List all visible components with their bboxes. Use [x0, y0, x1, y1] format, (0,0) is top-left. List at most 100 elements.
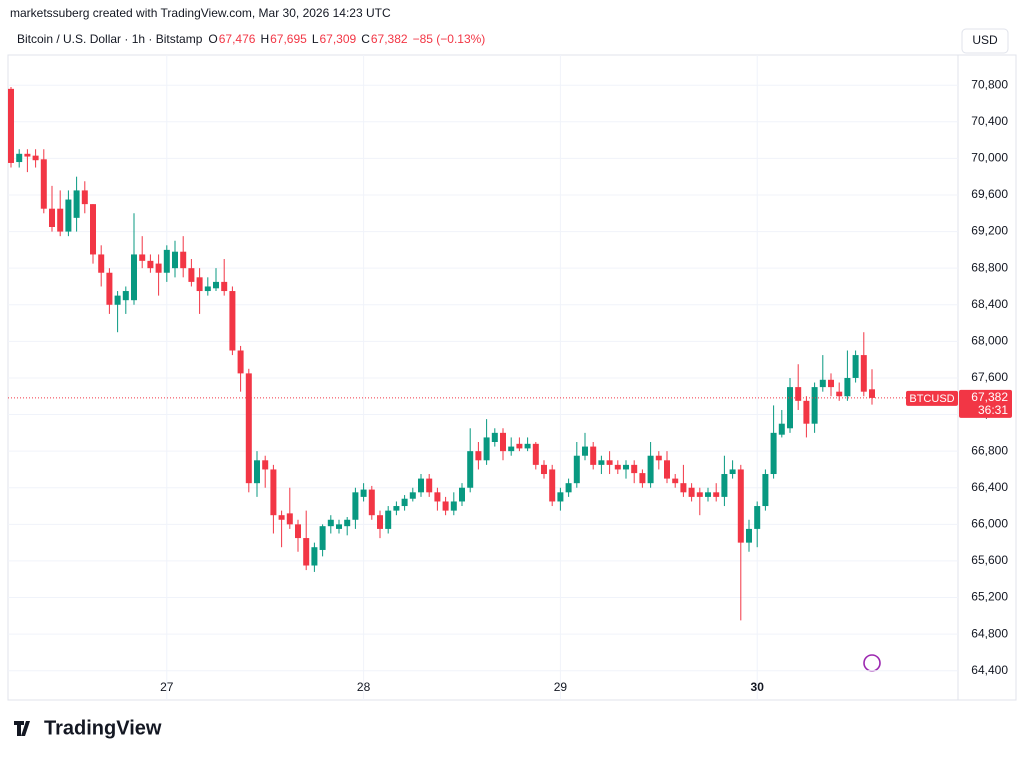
y-tick-label: 64,800	[971, 626, 1008, 640]
legend-label: C	[361, 32, 370, 46]
candle-body	[860, 355, 867, 392]
assistant-icon[interactable]	[863, 654, 881, 672]
candle-body	[8, 88, 14, 163]
legend-value: 67,695	[270, 32, 307, 46]
change: −85 (−0.13%)	[413, 32, 486, 46]
candle-body	[204, 286, 211, 292]
candle-body	[852, 355, 859, 378]
y-tick-label: 66,000	[971, 517, 1008, 531]
candle-body	[270, 469, 277, 516]
candle-body	[303, 538, 310, 566]
grid	[8, 55, 958, 700]
candle-body	[541, 464, 547, 475]
brand-logo	[14, 721, 30, 736]
candle-body	[746, 528, 752, 543]
candle-body	[532, 443, 539, 465]
y-tick-label: 66,800	[971, 443, 1008, 457]
y-tick-label: 70,400	[971, 114, 1008, 128]
candle-body	[147, 260, 154, 269]
candle-body	[869, 389, 875, 398]
candle-body	[491, 432, 498, 442]
candle-body	[426, 478, 433, 493]
legend-label: O	[208, 32, 217, 46]
y-tick-label: 68,800	[971, 260, 1008, 274]
x-tick-label: 27	[160, 680, 174, 694]
candle-body	[172, 251, 178, 269]
candle-body	[352, 492, 359, 520]
candle-body	[213, 281, 219, 289]
candle-body	[24, 153, 31, 157]
candle-body	[311, 547, 318, 566]
currency-button[interactable]	[961, 28, 1009, 54]
legend-value: 67,476	[219, 32, 256, 46]
legend-value: 67,382	[371, 32, 408, 46]
candle-body	[418, 478, 424, 493]
candle-body	[664, 460, 670, 479]
candle-body	[245, 373, 252, 484]
candle-body	[459, 487, 465, 502]
y-tick-label: 68,000	[971, 334, 1008, 348]
y-tick-label: 68,400	[971, 297, 1008, 311]
candle-body	[655, 455, 662, 461]
candle-body	[139, 254, 146, 261]
legend-label: L	[312, 32, 319, 46]
source: marketssuberg created with TradingView.c…	[10, 6, 391, 20]
candle-body	[360, 489, 367, 497]
candle-body	[737, 469, 744, 543]
legend-value: 67,309	[320, 32, 357, 46]
candle-body	[475, 451, 482, 461]
candle-body	[598, 460, 605, 465]
candle-body	[98, 254, 105, 273]
candle-body	[639, 473, 646, 484]
candle-body	[770, 432, 777, 475]
candle-body	[713, 492, 720, 497]
candle-body	[828, 379, 834, 388]
candle-body	[778, 423, 785, 435]
candle-body	[65, 199, 72, 232]
candle-body	[254, 460, 260, 484]
candle-body	[401, 498, 408, 507]
candle-body	[819, 379, 826, 388]
candle-body	[680, 483, 687, 493]
candle-body	[590, 446, 597, 465]
candle-body	[647, 455, 654, 484]
candle-body	[696, 492, 703, 497]
candle-body	[795, 387, 802, 401]
candle-body	[483, 437, 490, 461]
candle-body	[188, 268, 195, 282]
candle-body	[762, 474, 769, 507]
candle-body	[319, 526, 326, 550]
candle-body	[40, 159, 47, 209]
candle-body	[122, 291, 129, 301]
candle-body	[672, 478, 679, 484]
candle-body	[508, 446, 515, 452]
candle-body	[393, 506, 400, 511]
y-tick-label: 70,000	[971, 151, 1008, 165]
candle-body	[721, 474, 728, 497]
candle-body	[49, 208, 55, 227]
candle-body	[286, 513, 293, 525]
candle-body	[409, 492, 416, 499]
candle-body	[32, 155, 39, 161]
candle-body	[787, 387, 793, 429]
candle-body	[377, 515, 383, 529]
candle-body	[196, 277, 203, 292]
candle-body	[606, 460, 613, 465]
candle-body	[336, 524, 342, 529]
candle-body	[57, 208, 64, 232]
y-tick-label: 67,600	[971, 370, 1008, 384]
price-tag	[959, 389, 1012, 418]
candle-body	[131, 254, 137, 301]
brand: TradingView	[44, 717, 162, 739]
currency[interactable]: USD	[972, 33, 998, 47]
candle-body	[368, 489, 375, 516]
candle-body	[844, 377, 851, 397]
candle-body	[557, 492, 564, 502]
candle-body	[106, 272, 113, 305]
candle-body	[90, 204, 96, 255]
candle-body	[16, 153, 23, 163]
candle-body	[614, 464, 621, 470]
symbol-tag-text: BTCUSD	[909, 393, 954, 405]
candle-body	[180, 251, 187, 269]
